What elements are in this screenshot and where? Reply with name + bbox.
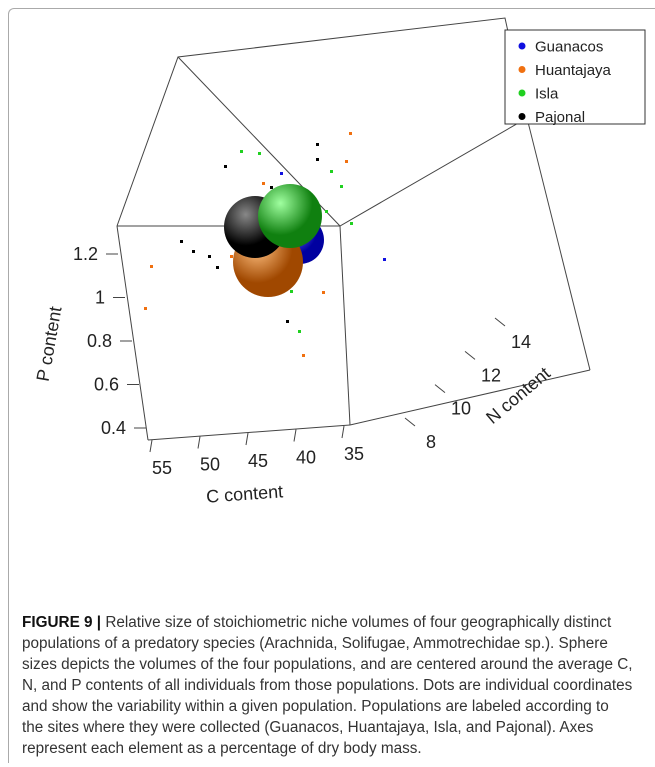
- caption-text: Relative size of stoichiometric niche vo…: [22, 614, 633, 757]
- legend-box: [504, 29, 646, 125]
- p-tick-label: 0.6: [94, 375, 119, 395]
- c-axis-label: C content: [205, 481, 283, 506]
- p-tick-label: 1.2: [73, 244, 98, 264]
- c-tick: [197, 436, 201, 449]
- p-tick-label: 0.4: [101, 418, 126, 438]
- c-tick: [245, 432, 249, 446]
- legend-swatch: [518, 113, 526, 120]
- legend-swatch: [518, 42, 526, 50]
- c-tick-label: 45: [248, 451, 268, 471]
- c-tick-label: 40: [296, 448, 316, 468]
- spheres: [224, 184, 324, 297]
- legend-label: Isla: [535, 86, 559, 103]
- legend-swatch: [518, 66, 526, 73]
- p-axis-label: P content: [33, 305, 66, 383]
- legend-label: Huantajaya: [535, 62, 612, 79]
- c-tick: [341, 425, 345, 439]
- n-tick: [494, 317, 506, 327]
- n-tick: [434, 384, 446, 394]
- c-tick: [293, 429, 297, 442]
- caption-label: FIGURE 9 |: [22, 614, 102, 631]
- legend-label: Pajonal: [535, 109, 585, 126]
- n-tick-label: 8: [426, 432, 436, 452]
- legend-swatch: [518, 89, 526, 97]
- figure-frame: [8, 8, 655, 763]
- n-tick: [464, 350, 476, 360]
- plot: P content C content N content 1.210.80.6…: [33, 17, 646, 507]
- c-tick: [149, 439, 153, 453]
- p-tick-label: 0.8: [87, 331, 112, 351]
- n-tick-label: 14: [511, 332, 531, 352]
- n-tick: [404, 417, 416, 427]
- legend-label: Guanacos: [535, 39, 603, 56]
- n-tick-label: 12: [481, 365, 501, 385]
- caption: FIGURE 9 | Relative size of stoichiometr…: [22, 612, 634, 759]
- c-tick-label: 55: [152, 458, 172, 478]
- p-tick-label: 1: [95, 288, 105, 308]
- c-tick-label: 35: [344, 444, 364, 464]
- c-tick-label: 50: [200, 455, 220, 475]
- n-tick-label: 10: [451, 399, 471, 419]
